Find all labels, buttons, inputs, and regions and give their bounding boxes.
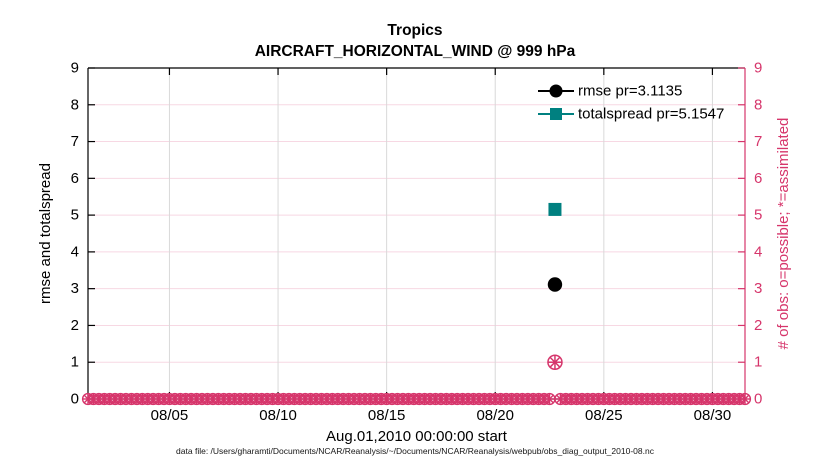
y-tick-label-right: 1: [754, 354, 762, 371]
y-tick-label-right: 4: [754, 243, 762, 260]
y-tick-label-left: 6: [71, 170, 79, 187]
y-tick-label-right: 9: [754, 60, 762, 77]
rmse-point: [547, 277, 563, 292]
legend: rmse pr=3.1135 totalspread pr=5.1547: [538, 83, 724, 123]
chart-subtitle: AIRCRAFT_HORIZONTAL_WIND @ 999 hPa: [254, 43, 576, 60]
totalspread-point: [548, 202, 562, 216]
x-axis-label: Aug.01,2010 00:00:00 start: [326, 428, 508, 445]
legend-marker-square: [550, 108, 562, 120]
y-tick-label-left: 3: [71, 280, 79, 297]
y-tick-label-right: 3: [754, 280, 762, 297]
legend-label: rmse pr=3.1135: [578, 83, 682, 100]
data-file-caption: data file: /Users/gharamti/Documents/NCA…: [176, 446, 654, 456]
legend-label: totalspread pr=5.1547: [578, 106, 724, 123]
x-tick-label: 08/30: [694, 407, 732, 424]
y-tick-label-right: 8: [754, 96, 762, 113]
chart-title: Tropics: [387, 22, 443, 39]
x-tick-label: 08/15: [368, 407, 406, 424]
y-tick-label-left: 7: [71, 133, 79, 150]
y-axis-label-left: rmse and totalspread: [37, 163, 54, 304]
obs-zero-row: [81, 392, 752, 406]
assimilated-asterisk-spoke: [545, 394, 554, 404]
y-tick-label-right: 0: [754, 391, 762, 408]
x-tick-label: 08/20: [476, 407, 514, 424]
legend-item: totalspread pr=5.1547: [538, 106, 724, 123]
x-tick-label: 08/10: [259, 407, 297, 424]
assimilated-asterisk-spoke: [549, 356, 561, 368]
y-tick-label-left: 8: [71, 96, 79, 113]
y-tick-label-right: 2: [754, 317, 762, 334]
y-tick-label-left: 2: [71, 317, 79, 334]
chart-title-block: Tropics AIRCRAFT_HORIZONTAL_WIND @ 999 h…: [0, 20, 830, 62]
y-tick-label-left: 4: [71, 243, 79, 260]
y-tick-label-right: 6: [754, 170, 762, 187]
assimilated-asterisk-spoke: [740, 394, 750, 404]
axis-labels: rmse and totalspread # of obs: o=possible…: [37, 118, 792, 445]
obs-marker: [738, 392, 752, 406]
legend-marker-circle: [549, 84, 563, 98]
y-tick-label-right: 7: [754, 133, 762, 150]
y-tick-label-left: 5: [71, 207, 79, 224]
x-tick-label: 08/25: [585, 407, 623, 424]
y-axis-label-right: # of obs: o=possible; *=assimilated: [775, 118, 792, 350]
y-tick-label-left: 9: [71, 60, 79, 77]
gridlines: [88, 68, 745, 399]
legend-item: rmse pr=3.1135: [538, 83, 682, 100]
x-tick-label: 08/05: [151, 407, 189, 424]
y-tick-label-left: 0: [71, 391, 79, 408]
obs-marker: [543, 392, 556, 406]
y-tick-label-left: 1: [71, 354, 79, 371]
y-tick-label-right: 5: [754, 207, 762, 224]
obs-count-point: [547, 354, 563, 370]
data-points: [547, 202, 563, 370]
